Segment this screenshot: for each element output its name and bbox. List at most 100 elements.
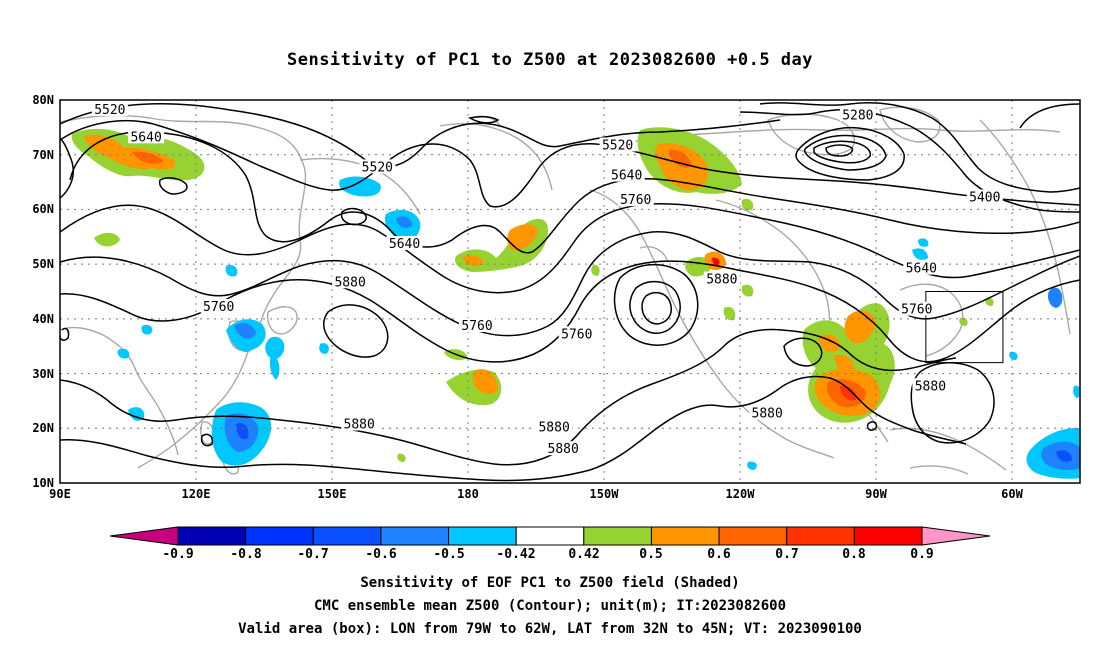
contour-label: 5760 [620,193,651,208]
lon-label: 150W [590,487,620,501]
colorbar-tick-label: 0.7 [775,547,798,562]
colorbar-low-end [109,526,179,546]
contour-label-bg [703,271,740,286]
contour-label-bg [599,137,636,152]
sensitivity-shading [71,127,1080,479]
contour-label: 5640 [130,130,161,145]
contour-label: 5520 [362,160,393,175]
contour-label: 5760 [461,319,492,334]
lat-label: 20N [32,421,54,435]
contour-label: 5880 [915,379,946,394]
contour-label: 5760 [561,327,592,342]
contour-label: 5640 [611,169,642,184]
lon-label: 180 [457,487,479,501]
colorbar-tick-label: -0.42 [496,547,535,562]
contour-label-bg [749,405,786,420]
contour-label-bg [903,260,940,275]
lon-label: 150E [318,487,347,501]
lat-label: 70N [32,148,54,162]
lat-label: 60N [32,202,54,216]
contour-label: 5520 [602,139,633,154]
contour-label-bg [966,189,1003,204]
gridlines [60,100,1080,483]
coastlines [60,106,1071,475]
contour-label: 5640 [389,237,420,252]
contour-label-bg [617,192,654,207]
colorbar-tick-label: 0.42 [568,547,599,562]
contour-label: 5760 [203,300,234,315]
z500-contours [60,102,1080,482]
caption-valid-area: Valid area (box): LON from 79W to 62W, L… [238,621,862,637]
contour-label-bg [608,167,645,182]
lat-label: 10N [32,476,54,490]
colorbar-tick-label: -0.6 [365,547,396,562]
contour-labels: 5520 5640 5520 5640 5760 5880 5760 5880 5520 5640… [91,101,1003,457]
lon-label: 60W [1001,487,1023,501]
contour-label: 5880 [344,418,375,433]
colorbar-box [853,526,923,546]
colorbar-tick-label: -0.8 [230,547,261,562]
colorbar-box [583,526,652,546]
lon-label: 120E [182,487,211,501]
contour-label-bg [459,318,496,333]
colorbar-tick-label: 0.5 [639,547,662,562]
contour-label: 5880 [548,442,579,457]
caption-contour: CMC ensemble mean Z500 (Contour); unit(m… [313,598,786,614]
colorbar-tick-label: 0.6 [707,547,731,562]
colorbar-box [380,526,450,546]
valid-area-box [925,291,1004,364]
lat-label: 80N [32,93,54,107]
contour-label-bg [128,129,165,144]
contour-label: 5880 [752,407,783,422]
colorbar-labels: -0.9 -0.8 -0.7 -0.6 -0.5 -0.42 0.42 0.5 … [162,547,933,562]
colorbar-box [718,526,788,546]
contour-label-bg [912,378,949,393]
map-frame [59,99,1081,484]
colorbar-box [515,526,585,546]
contour-label: 5880 [334,275,365,290]
contour-label-bg [839,107,876,122]
latitude-axis: 80N 70N 60N 50N 40N 30N 20N 10N [32,93,54,490]
colorbar-tick-label: -0.7 [297,547,328,562]
lon-label: 120W [726,487,756,501]
colorbar-tick-label: 0.9 [910,547,933,562]
contour-label-bg [91,101,128,116]
colorbar-tick-label: -0.9 [162,547,193,562]
contour-label: 5880 [538,420,569,435]
colorbar-tick-label: -0.5 [433,547,464,562]
colorbar-box [650,526,720,546]
contour-label-bg [536,419,573,434]
contour-label-bg [558,326,595,341]
colorbar-high-end [921,526,991,546]
lat-label: 40N [32,312,54,326]
colorbar-tick-label: 0.8 [842,547,866,562]
contour-label: 5880 [706,273,737,288]
contour-label: 5640 [906,262,937,277]
lon-label: 90E [49,487,71,501]
page-title: Sensitivity of PC1 to Z500 at 2023082600… [286,50,813,70]
colorbar-box [786,526,855,546]
contour-label-bg [341,416,378,431]
lat-label: 30N [32,367,54,381]
contour-label-bg [386,235,423,250]
lat-label: 50N [32,257,54,271]
caption-shading: Sensitivity of EOF PC1 to Z500 field (Sh… [360,575,740,591]
longitude-axis: 90E 120E 150E 180 150W 120W 90W 60W [49,487,1023,501]
contour-label-bg [359,159,396,174]
colorbar-boxes [177,526,923,546]
colorbar-box [448,526,517,546]
contour-label: 5760 [901,303,932,318]
colorbar: -0.9 -0.8 -0.7 -0.6 -0.5 -0.42 0.42 0.5 … [109,526,991,562]
contour-label-bg [200,298,237,313]
contour-label-bg [545,441,582,456]
contour-label: 5520 [94,103,125,118]
contour-label-bg [332,274,369,289]
contour-label: 5280 [842,108,873,123]
colorbar-box [245,526,314,546]
contour-label: 5400 [969,190,1000,205]
colorbar-box [177,526,247,546]
lon-label: 90W [865,487,887,501]
colorbar-box [312,526,382,546]
contour-label-bg [898,301,935,316]
